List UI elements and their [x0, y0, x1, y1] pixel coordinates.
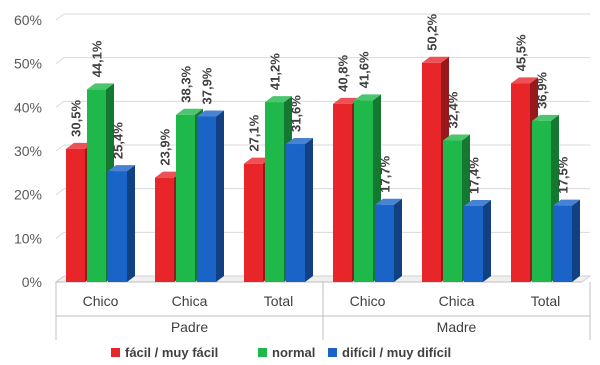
data-label: 17,7% — [378, 155, 393, 192]
gridline-depth — [55, 100, 65, 108]
x-axis: Chico Chica Total Chico Chica Total Padre Madre — [55, 282, 591, 340]
bar — [286, 138, 313, 282]
data-label: 30,5% — [69, 100, 84, 137]
legend-item: difícil / muy difícil — [328, 345, 451, 360]
gridline-depth — [55, 57, 65, 65]
bar — [553, 199, 580, 282]
data-label: 45,5% — [514, 34, 529, 71]
y-tick-label: 30% — [14, 143, 42, 159]
legend-item: fácil / muy fácil — [111, 345, 218, 360]
data-label: 31,6% — [289, 95, 304, 132]
bar — [375, 198, 402, 282]
legend-item: normal — [258, 345, 315, 360]
bar — [197, 110, 224, 283]
legend-swatch — [111, 348, 120, 357]
x-tick-label: Total — [531, 293, 561, 309]
group-label: Padre — [171, 319, 209, 335]
y-tick-label: 20% — [14, 187, 42, 203]
legend: fácil / muy fácil normal difícil / muy dif… — [111, 345, 451, 360]
group-label: Madre — [437, 319, 477, 335]
legend-swatch — [328, 348, 337, 357]
data-label: 25,4% — [111, 122, 126, 159]
bar — [464, 200, 491, 282]
bars — [66, 56, 580, 283]
legend-swatch — [258, 348, 267, 357]
data-label: 23,9% — [158, 128, 173, 165]
floor — [54, 275, 592, 283]
x-tick-label: Chica — [172, 293, 208, 309]
y-tick-label: 0% — [22, 274, 42, 290]
x-tick-label: Total — [264, 293, 294, 309]
gridline-depth — [55, 13, 65, 21]
legend-label: normal — [272, 345, 315, 360]
x-tick-label: Chico — [83, 293, 119, 309]
data-label: 41,6% — [357, 51, 372, 88]
gridlines — [55, 13, 590, 283]
gridline-depth — [55, 188, 65, 196]
data-label: 32,4% — [446, 91, 461, 128]
y-tick-label: 50% — [14, 56, 42, 72]
data-label: 27,1% — [247, 114, 262, 151]
bar — [108, 165, 135, 282]
data-label: 44,1% — [90, 40, 105, 77]
gridline-depth — [55, 144, 65, 152]
y-tick-label: 40% — [14, 99, 42, 115]
data-label: 40,8% — [336, 55, 351, 92]
y-tick-label: 10% — [14, 230, 42, 246]
data-labels: 30,5% 44,1% 25,4% 23,9% 38,3% 37,9% 27,1% 41,2%… — [69, 13, 571, 194]
data-label: 17,4% — [467, 157, 482, 194]
data-label: 37,9% — [200, 67, 215, 104]
y-tick-label: 60% — [14, 12, 42, 28]
data-label: 36,9% — [535, 72, 550, 109]
legend-label: fácil / muy fácil — [125, 345, 218, 360]
data-label: 38,3% — [179, 65, 194, 102]
data-label: 17,5% — [556, 156, 571, 193]
legend-label: difícil / muy difícil — [342, 345, 451, 360]
x-tick-label: Chica — [439, 293, 475, 309]
data-label: 41,2% — [268, 53, 283, 90]
gridline-depth — [55, 231, 65, 239]
y-axis-ticks: 0% 10% 20% 30% 40% 50% 60% — [14, 12, 42, 290]
data-label: 50,2% — [425, 13, 440, 50]
chart-floor — [54, 275, 592, 283]
x-tick-label: Chico — [350, 293, 386, 309]
